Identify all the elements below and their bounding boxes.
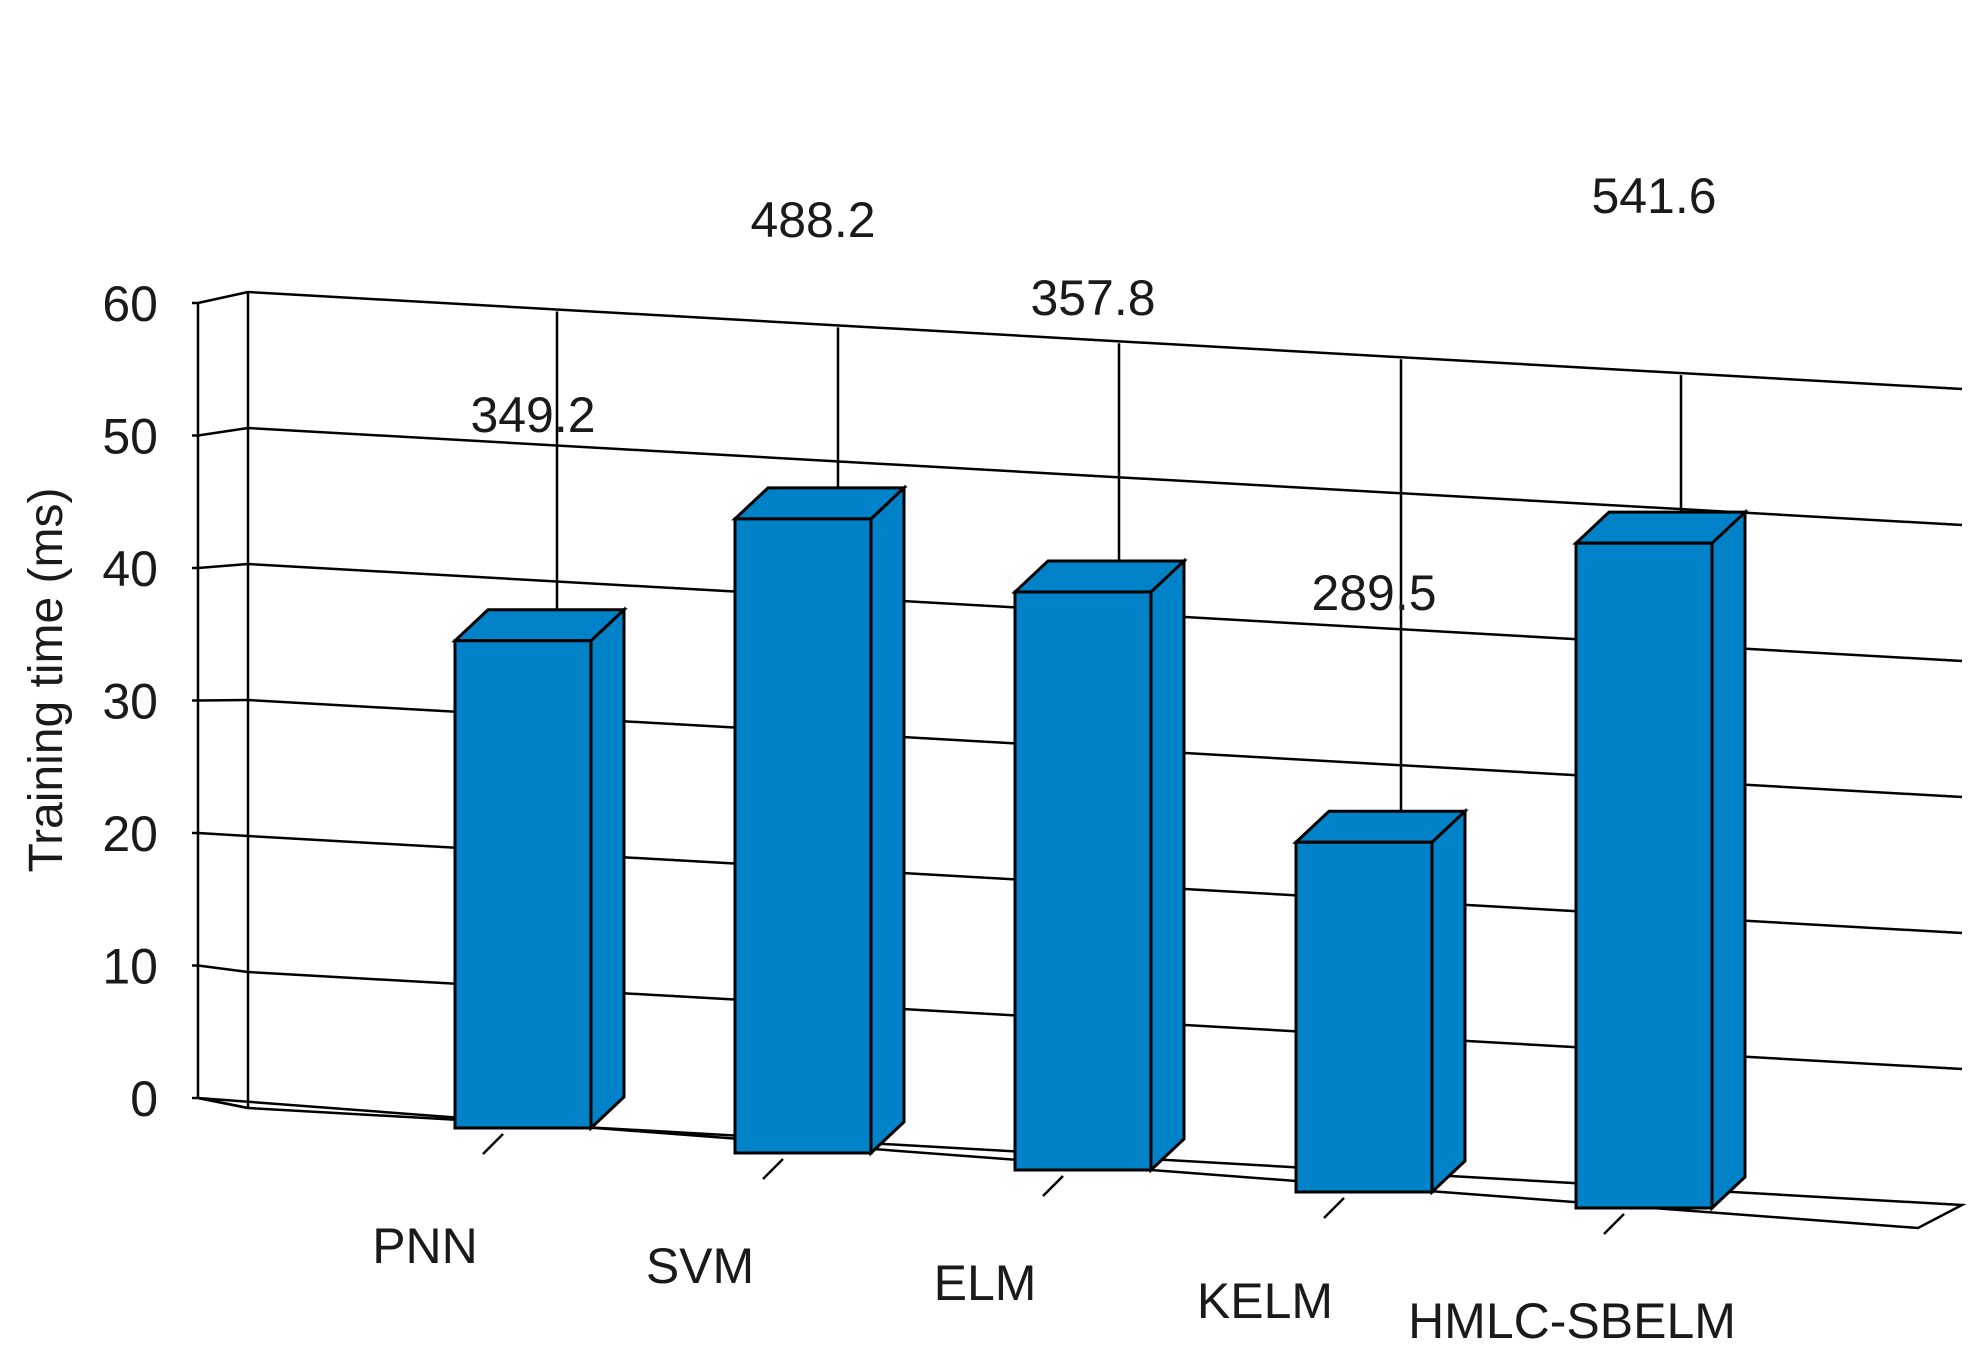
gridline (247, 290, 1963, 391)
x-tick-mark (1603, 1213, 1625, 1235)
bar-side (589, 606, 626, 1132)
category-label: ELM (934, 1255, 1037, 1311)
x-tick-mark (1042, 1175, 1064, 1197)
bar-front (1013, 590, 1153, 1172)
data-label: 541.6 (1591, 168, 1716, 224)
gridline (247, 426, 1963, 527)
y-axis-label: Training time (ms) (20, 488, 73, 873)
bar-side (1430, 807, 1467, 1196)
bar (731, 484, 908, 1157)
y-tick-label: 30 (102, 674, 158, 730)
x-tick-mark (1323, 1197, 1345, 1219)
category-label: SVM (646, 1238, 754, 1294)
x-tick-mark (482, 1133, 504, 1155)
y-tick-label: 50 (102, 409, 158, 465)
bar (451, 606, 628, 1132)
bars: 349.2 488.2 357.8 289.5 541.6 (451, 168, 1749, 1212)
x-axis-categories: PNN SVM ELM KELM HMLC-SBELM (372, 1133, 1736, 1349)
y-axis-ticks: 0 10 20 30 40 50 60 (102, 276, 198, 1127)
side-gridline (197, 562, 249, 570)
bar-front (1574, 541, 1714, 1210)
y-tick-label: 20 (102, 806, 158, 862)
bar (1292, 807, 1469, 1196)
category-label: PNN (372, 1218, 478, 1274)
bar-side (1149, 557, 1186, 1174)
y-tick-label: 0 (130, 1071, 158, 1127)
x-tick-mark (762, 1158, 784, 1180)
data-label: 289.5 (1311, 565, 1436, 621)
bar-front (453, 639, 593, 1130)
y-tick-label: 10 (102, 939, 158, 995)
bar-front (1294, 840, 1434, 1194)
category-label: HMLC-SBELM (1408, 1293, 1736, 1349)
bar-front (733, 517, 873, 1155)
data-label: 357.8 (1030, 270, 1155, 326)
bar-side (1710, 508, 1747, 1212)
side-gridline (197, 426, 249, 437)
data-label: 349.2 (470, 387, 595, 443)
y-tick-label: 40 (102, 541, 158, 597)
side-gridline (197, 964, 249, 974)
bar (1011, 557, 1188, 1174)
category-label: KELM (1197, 1273, 1333, 1329)
y-tick-label: 60 (102, 276, 158, 332)
bar-side (869, 484, 906, 1157)
bar (1572, 508, 1749, 1212)
side-gridline (197, 831, 249, 838)
side-gridline (197, 1096, 249, 1110)
side-gridline (197, 290, 249, 305)
side-gridline (197, 698, 249, 702)
data-label: 488.2 (750, 192, 875, 248)
